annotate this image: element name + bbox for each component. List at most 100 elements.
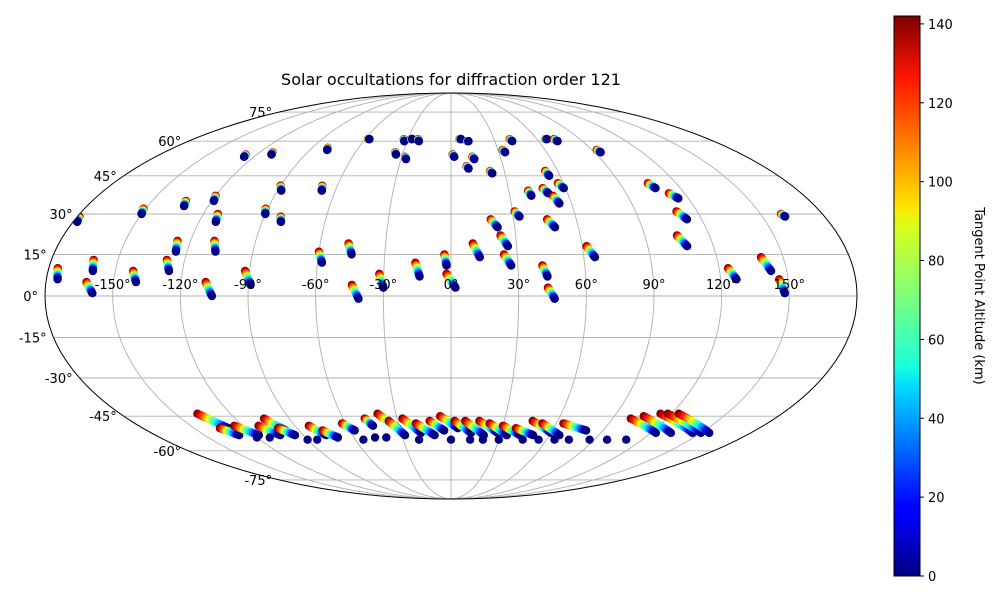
- occultation-point: [503, 242, 513, 251]
- occultation-point: [440, 426, 449, 435]
- occultation-point: [682, 215, 692, 224]
- occultation-point: [590, 253, 600, 262]
- occultation-point: [564, 435, 574, 444]
- occultation-point: [333, 433, 342, 442]
- occultation-point: [303, 435, 312, 444]
- occultation-point: [542, 134, 552, 144]
- occultation-point: [414, 137, 424, 146]
- occultation-point: [602, 435, 612, 444]
- occultation-point: [211, 217, 220, 227]
- occultation-point: [317, 186, 326, 195]
- occultation-point: [365, 134, 374, 144]
- occultation-point: [478, 435, 488, 444]
- occultation-point: [527, 191, 536, 200]
- occultation-point: [290, 431, 300, 440]
- occultation-point: [350, 426, 359, 435]
- occultation-point: [651, 184, 660, 193]
- occultation-point: [596, 148, 605, 157]
- occultation-point: [780, 289, 789, 298]
- occultation-point: [359, 435, 368, 444]
- occultation-point: [683, 242, 692, 251]
- occultation-point: [171, 247, 181, 256]
- occultation-point: [651, 428, 661, 438]
- colorbar-tick-label: 140: [928, 18, 953, 33]
- lon-tick-label: 120°: [706, 278, 737, 293]
- occultation-point: [501, 148, 510, 157]
- lat-tick-label: -75°: [244, 474, 272, 489]
- occultation-point: [464, 137, 473, 146]
- occultation-point: [88, 289, 97, 298]
- occultation-point: [401, 154, 411, 164]
- occultation-point: [550, 294, 559, 303]
- occultation-point: [379, 283, 388, 292]
- occultation-point: [88, 266, 98, 276]
- occultation-point: [207, 291, 217, 301]
- colorbar-label: Tangent Point Altitude (km): [971, 206, 986, 384]
- occultation-point: [518, 435, 527, 444]
- lat-tick-label: 45°: [94, 170, 117, 185]
- lat-tick-label: -60°: [154, 445, 182, 460]
- occultation-point: [553, 137, 562, 146]
- occultation-point: [317, 258, 327, 267]
- occultation-point: [400, 137, 409, 146]
- lat-tick-label: -15°: [19, 332, 47, 347]
- occultation-point: [508, 137, 517, 146]
- occultation-point: [53, 275, 62, 284]
- occultation-point: [450, 152, 459, 161]
- occultation-point: [559, 184, 568, 193]
- occultation-point: [705, 428, 714, 438]
- occultation-point: [674, 194, 683, 203]
- occultation-point: [209, 196, 218, 206]
- colorbar-gradient: [893, 15, 921, 577]
- occultation-point: [370, 433, 380, 442]
- occultation-point: [137, 209, 146, 219]
- occultation-point: [400, 431, 410, 440]
- occultation-point: [666, 428, 676, 438]
- occultation-point: [555, 199, 564, 208]
- occultation-point: [534, 435, 543, 444]
- occultation-point: [277, 186, 286, 195]
- occultation-point: [550, 435, 559, 444]
- occultation-point: [391, 150, 401, 159]
- occultation-point: [415, 272, 424, 281]
- lon-tick-label: -150°: [95, 278, 131, 293]
- lat-tick-label: -45°: [89, 410, 117, 425]
- axis-tick-labels: -150° -120° -90° -60° -30° 0° 30° 60° 90° 120° 150…: [19, 106, 805, 489]
- lat-tick-label: -30°: [45, 372, 73, 387]
- occultation-point: [507, 261, 516, 270]
- occultation-point: [73, 217, 82, 227]
- lon-tick-label: -90°: [234, 278, 262, 293]
- occultation-point: [766, 266, 776, 276]
- occultation-points: [53, 134, 790, 444]
- occultation-point: [235, 431, 244, 440]
- occultation-point: [323, 145, 332, 155]
- occultation-point: [211, 247, 220, 256]
- occultation-point: [543, 272, 552, 281]
- occultation-point: [267, 150, 276, 159]
- lat-tick-label: 75°: [249, 106, 272, 121]
- occultation-point: [493, 223, 502, 232]
- occultation-point: [494, 435, 503, 444]
- colorbar: 0 20 40 60 80 100 120 140 Tangent Point Altitud…: [893, 15, 986, 585]
- occultation-point: [585, 435, 594, 444]
- colorbar-tick-label: 20: [928, 491, 945, 506]
- occultation-point: [179, 201, 189, 211]
- lon-tick-label: 90°: [642, 278, 665, 293]
- occultation-point: [581, 426, 591, 435]
- colorbar-tick-label: 40: [928, 412, 945, 427]
- colorbar-ticks: 0 20 40 60 80 100 120 140: [920, 18, 953, 585]
- occultation-point: [732, 275, 741, 284]
- lon-tick-label: 150°: [774, 278, 805, 293]
- occultation-point: [368, 421, 378, 430]
- occultation-point: [515, 212, 524, 221]
- lon-tick-label: -120°: [162, 278, 198, 293]
- lon-tick-label: 30°: [507, 278, 530, 293]
- occultation-point: [475, 253, 484, 262]
- occultation-point: [382, 433, 391, 442]
- colorbar-tick-label: 100: [928, 176, 953, 191]
- colorbar-tick-label: 60: [928, 333, 945, 348]
- occultation-point: [464, 164, 473, 173]
- colorbar-tick-label: 0: [928, 570, 936, 585]
- lat-tick-label: 30°: [50, 208, 73, 223]
